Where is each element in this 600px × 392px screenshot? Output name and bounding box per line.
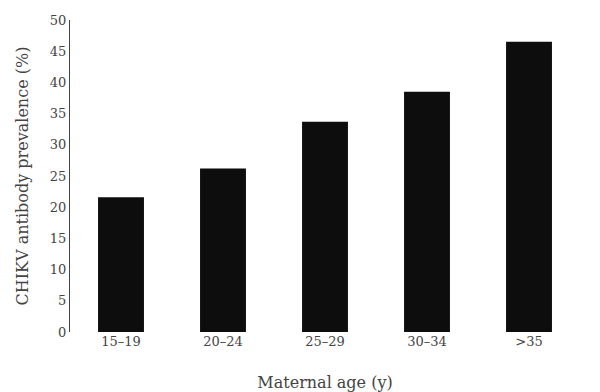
svg-text:45: 45: [50, 44, 67, 59]
svg-text:25: 25: [50, 169, 67, 184]
svg-text:5: 5: [58, 293, 66, 308]
svg-text:40: 40: [50, 75, 67, 90]
svg-text:15: 15: [50, 231, 67, 246]
svg-text:20–24: 20–24: [203, 334, 243, 349]
svg-text:10: 10: [50, 262, 67, 277]
svg-text:0: 0: [58, 325, 66, 340]
svg-text:CHIKV antibody prevalence (%): CHIKV antibody prevalence (%): [13, 47, 32, 306]
svg-text:Maternal age (y): Maternal age (y): [257, 373, 392, 392]
svg-text:30–34: 30–34: [407, 334, 447, 349]
svg-text:25–29: 25–29: [305, 334, 345, 349]
svg-text:35: 35: [50, 106, 67, 121]
svg-text:15–19: 15–19: [101, 334, 141, 349]
svg-text:50: 50: [50, 13, 67, 28]
svg-text:30: 30: [50, 137, 67, 152]
svg-text:>35: >35: [515, 334, 542, 349]
svg-text:20: 20: [50, 200, 67, 215]
